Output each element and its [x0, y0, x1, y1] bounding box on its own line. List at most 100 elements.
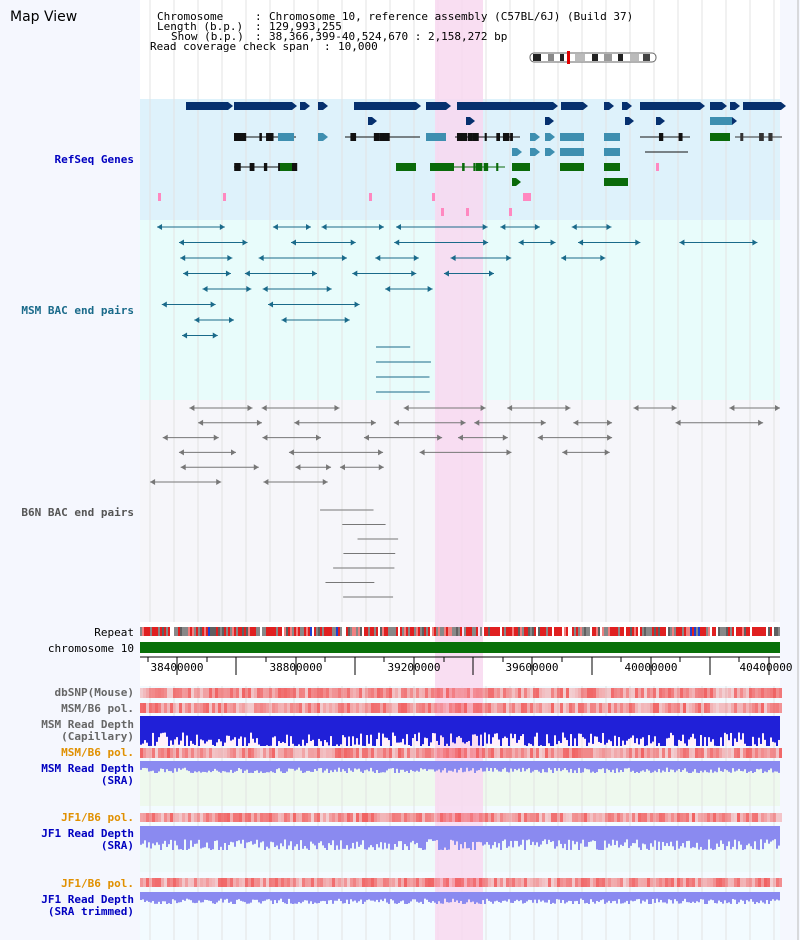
dbsnp-heat — [611, 688, 614, 698]
jf1-b6-pol-heat — [314, 813, 317, 822]
msm-bac-pair-end — [352, 270, 358, 277]
dbsnp-heat — [398, 688, 401, 698]
msm-b6-pol-heat-2 — [242, 748, 245, 758]
jf1-depth-trimmed — [254, 892, 256, 900]
msm-depth-sra — [480, 761, 482, 769]
jf1-b6-pol-heat-2 — [527, 878, 530, 887]
msm-depth-sra — [664, 761, 666, 772]
repeat-segment — [566, 627, 568, 636]
track-label-msm-b6-pol-2[interactable]: MSM/B6 pol. — [61, 746, 134, 759]
msm-b6-pol-heat — [404, 703, 407, 713]
b6n-bac-pair-end — [198, 419, 204, 426]
repeat-segment — [642, 627, 644, 636]
track-label-repeat[interactable]: Repeat — [94, 626, 134, 639]
jf1-depth-sra — [374, 826, 376, 850]
msm-b6-pol-heat-2 — [305, 748, 308, 758]
track-label-b6n-bac[interactable]: B6N BAC end pairs — [21, 506, 134, 519]
msm-b6-pol-heat-2 — [593, 748, 596, 758]
msm-depth-capillary — [694, 716, 696, 739]
jf1-depth-sra — [560, 826, 562, 844]
repeat-segment — [350, 627, 352, 636]
b6n-bac-pair-end — [247, 405, 253, 411]
jf1-depth-trimmed — [282, 892, 284, 903]
repeat-segment — [564, 627, 566, 636]
track-label-msm-b6-pol-1[interactable]: MSM/B6 pol. — [61, 702, 134, 715]
track-label-jf1-b6-pol-2[interactable]: JF1/B6 pol. — [61, 877, 134, 890]
jf1-depth-trimmed — [166, 892, 168, 904]
jf1-depth-sra — [532, 826, 534, 842]
msm-b6-pol-heat — [602, 703, 605, 713]
jf1-depth-trimmed — [202, 892, 204, 903]
jf1-depth-sra — [704, 826, 706, 850]
track-label-jf1-b6-pol-1[interactable]: JF1/B6 pol. — [61, 811, 134, 824]
jf1-depth-trimmed — [162, 892, 164, 902]
jf1-b6-pol-heat — [239, 813, 242, 822]
track-label-dbsnp[interactable]: dbSNP(Mouse) — [54, 686, 134, 699]
msm-b6-pol-heat-2 — [695, 748, 698, 758]
msm-bac-pair-end — [635, 239, 641, 246]
msm-b6-pol-heat-2 — [599, 748, 602, 758]
msm-b6-pol-heat — [188, 703, 191, 713]
jf1-depth-sra — [690, 826, 692, 849]
jf1-depth-trimmed — [328, 892, 330, 901]
gene-pseudo — [432, 193, 435, 201]
track-label-msm-bac[interactable]: MSM BAC end pairs — [21, 304, 134, 317]
repeat-segment — [530, 627, 532, 636]
msm-depth-capillary — [368, 716, 370, 744]
jf1-b6-pol-heat-2 — [278, 878, 281, 887]
track-label-msm-depth-capillary-1[interactable]: MSM Read Depth — [41, 718, 134, 731]
msm-depth-sra — [338, 761, 340, 768]
dbsnp-heat — [635, 688, 638, 698]
msm-depth-sra — [322, 761, 324, 773]
ideogram-band — [604, 54, 612, 61]
dbsnp-heat — [488, 688, 491, 698]
msm-depth-capillary — [230, 716, 232, 741]
msm-depth-sra — [378, 761, 380, 773]
dbsnp-heat — [341, 688, 344, 698]
jf1-depth-trimmed — [170, 892, 172, 904]
msm-depth-capillary — [270, 716, 272, 746]
jf1-b6-pol-heat — [644, 813, 647, 822]
jf1-depth-trimmed — [728, 892, 730, 903]
msm-depth-capillary — [140, 716, 142, 745]
msm-depth-sra — [698, 761, 700, 773]
repeat-segment — [244, 627, 246, 636]
repeat-segment — [654, 627, 656, 636]
dbsnp-heat — [710, 688, 713, 698]
dbsnp-heat — [638, 688, 641, 698]
msm-b6-pol-heat — [152, 703, 155, 713]
track-label-jf1-depth-trim-1[interactable]: JF1 Read Depth — [41, 893, 134, 906]
msm-b6-pol-heat — [401, 703, 404, 713]
repeat-segment — [650, 627, 652, 636]
jf1-depth-sra — [426, 826, 428, 842]
msm-b6-pol-heat — [719, 703, 722, 713]
msm-depth-capillary — [540, 716, 542, 746]
gene-pseudo — [656, 163, 659, 171]
msm-b6-pol-heat — [293, 703, 296, 713]
track-label-msm-depth-sra-1[interactable]: MSM Read Depth — [41, 762, 134, 775]
msm-depth-sra — [478, 761, 480, 771]
msm-depth-sra — [232, 761, 234, 773]
jf1-b6-pol-heat — [494, 813, 497, 822]
msm-bac-pair-end — [210, 301, 216, 308]
track-label-refseq[interactable]: RefSeq Genes — [54, 153, 134, 166]
jf1-b6-pol-heat — [245, 813, 248, 822]
repeat-segment — [712, 627, 714, 636]
msm-bac-pair-end — [561, 255, 567, 261]
msm-depth-capillary — [418, 716, 420, 733]
jf1-b6-pol-heat-2 — [413, 878, 416, 887]
jf1-b6-pol-heat — [425, 813, 428, 822]
jf1-b6-pol-heat — [533, 813, 536, 822]
jf1-depth-sra — [438, 826, 440, 850]
msm-depth-sra — [712, 761, 714, 773]
jf1-b6-pol-heat — [242, 813, 245, 822]
msm-depth-sra — [652, 761, 654, 773]
jf1-depth-trimmed — [626, 892, 628, 901]
b6n-bac-pair-end — [295, 464, 301, 471]
track-label-jf1-depth-sra-1[interactable]: JF1 Read Depth — [41, 827, 134, 840]
dbsnp-heat — [494, 688, 497, 698]
msm-depth-capillary — [554, 716, 556, 736]
dbsnp-heat — [296, 688, 299, 698]
msm-depth-sra — [312, 761, 314, 772]
